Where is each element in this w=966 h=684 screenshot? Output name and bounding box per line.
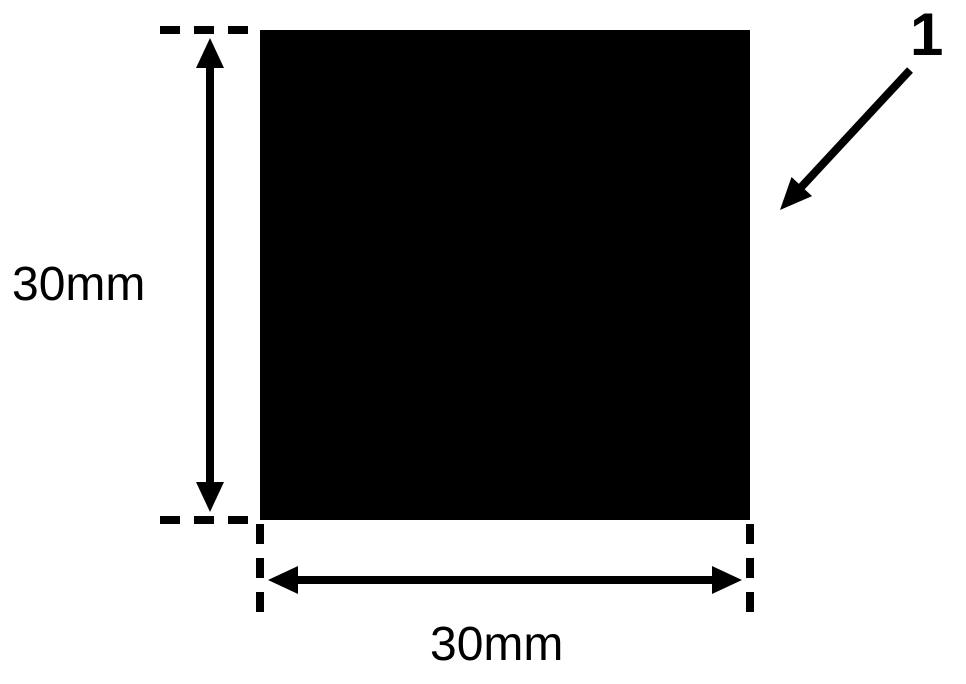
specimen-square [260,30,750,520]
dim-arrowhead-left [268,566,298,594]
dim-label-width: 30mm [430,618,563,671]
dim-arrowhead-up [196,38,224,68]
callout-label: 1 [910,1,943,68]
dim-arrowhead-right [712,566,742,594]
callout-leader-line [791,70,910,198]
dim-label-height: 30mm [12,258,145,311]
dim-arrowhead-down [196,482,224,512]
